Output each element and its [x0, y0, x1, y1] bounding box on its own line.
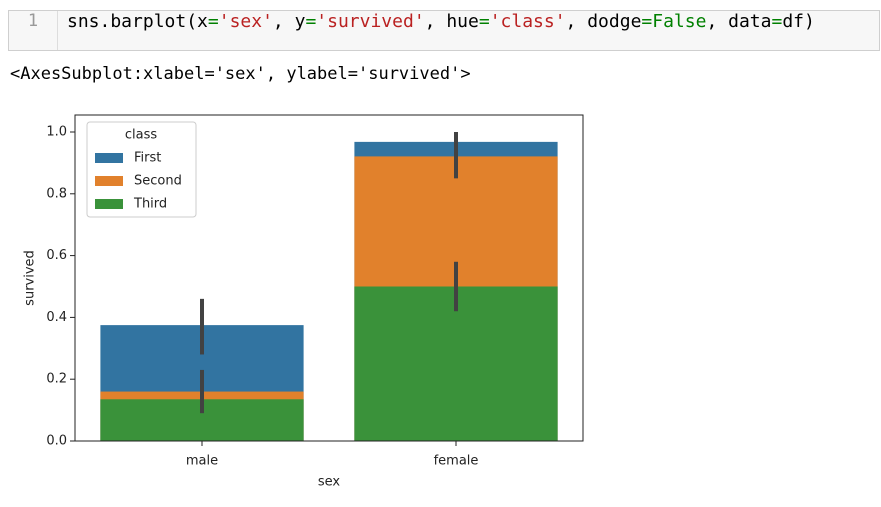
code-cell[interactable]: 1 sns.barplot(x='sex', y='survived', hue…	[8, 10, 880, 51]
line-number: 1	[9, 11, 58, 50]
code-token: 'survived'	[316, 11, 425, 32]
code-token: =	[478, 11, 490, 32]
legend-box	[86, 121, 197, 218]
code-token: 'sex'	[218, 11, 273, 32]
x-tick-label: female	[434, 454, 479, 469]
chart: 0.0 0.2 0.4 0.6 0.8 1.0 male female sex survived c…	[23, 114, 584, 490]
y-tick-label: 0.8	[46, 186, 67, 201]
plot-frame	[74, 114, 584, 442]
bar	[354, 286, 558, 441]
y-tick-label: 1.0	[46, 124, 67, 139]
legend-label: Third	[133, 197, 167, 212]
y-tick-label: 0.0	[46, 434, 67, 449]
code-token: , data	[706, 11, 772, 32]
code-token: =	[771, 11, 783, 32]
code-token: =	[641, 11, 653, 32]
code-token: , y	[272, 11, 306, 32]
legend-swatch	[95, 176, 123, 186]
y-axis-label: survived	[23, 250, 38, 306]
legend-swatch	[95, 199, 123, 209]
x-tick-label: male	[186, 454, 218, 469]
y-tick-label: 0.4	[46, 310, 67, 325]
code[interactable]: sns.barplot(x='sex', y='survived', hue='…	[67, 11, 815, 32]
code-token: , hue	[424, 11, 479, 32]
y-tick-label: 0.2	[46, 372, 67, 387]
x-axis-label: sex	[318, 475, 341, 490]
legend-label: Second	[134, 174, 182, 189]
output-text: <AxesSubplot:xlabel='sex', ylabel='survi…	[10, 64, 471, 84]
code-token: =	[305, 11, 317, 32]
code-token: df)	[782, 11, 815, 32]
code-token: False	[652, 11, 707, 32]
y-tick-label: 0.6	[46, 248, 67, 263]
code-token: 'class'	[489, 11, 566, 32]
legend-label: First	[134, 151, 161, 166]
code-token: =	[207, 11, 219, 32]
code-token: , dodge	[565, 11, 642, 32]
legend-title: class	[125, 128, 157, 143]
code-token: sns.barplot(x	[67, 11, 208, 32]
legend-swatch	[95, 153, 123, 163]
